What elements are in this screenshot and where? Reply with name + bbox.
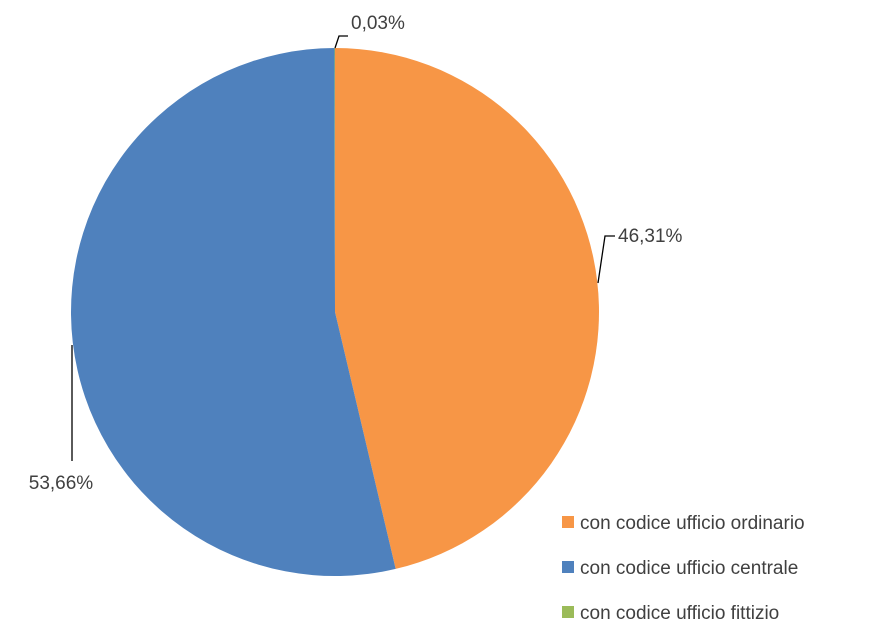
- legend-swatch-3: [562, 606, 574, 618]
- pie-slice-2: [71, 48, 396, 576]
- leader-lines: [71, 35, 615, 461]
- legend-label-1: con codice ufficio ordinario: [580, 513, 805, 534]
- legend-swatch-1: [562, 516, 574, 528]
- legend: con codice ufficio ordinario con codice u…: [562, 513, 805, 624]
- data-labels: 46,31% 53,66% 0,03%: [29, 13, 683, 494]
- pie-slices: [71, 48, 599, 576]
- data-label-3: 0,03%: [351, 13, 405, 34]
- data-label-2: 53,66%: [29, 473, 94, 494]
- pie-slice-1: [335, 48, 599, 569]
- legend-label-3: con codice ufficio fittizio: [580, 603, 779, 624]
- legend-swatch-2: [562, 561, 574, 573]
- leader-line-3: [334, 35, 348, 49]
- legend-label-2: con codice ufficio centrale: [580, 558, 798, 579]
- data-label-1: 46,31%: [618, 226, 683, 247]
- leader-line-1: [597, 235, 615, 284]
